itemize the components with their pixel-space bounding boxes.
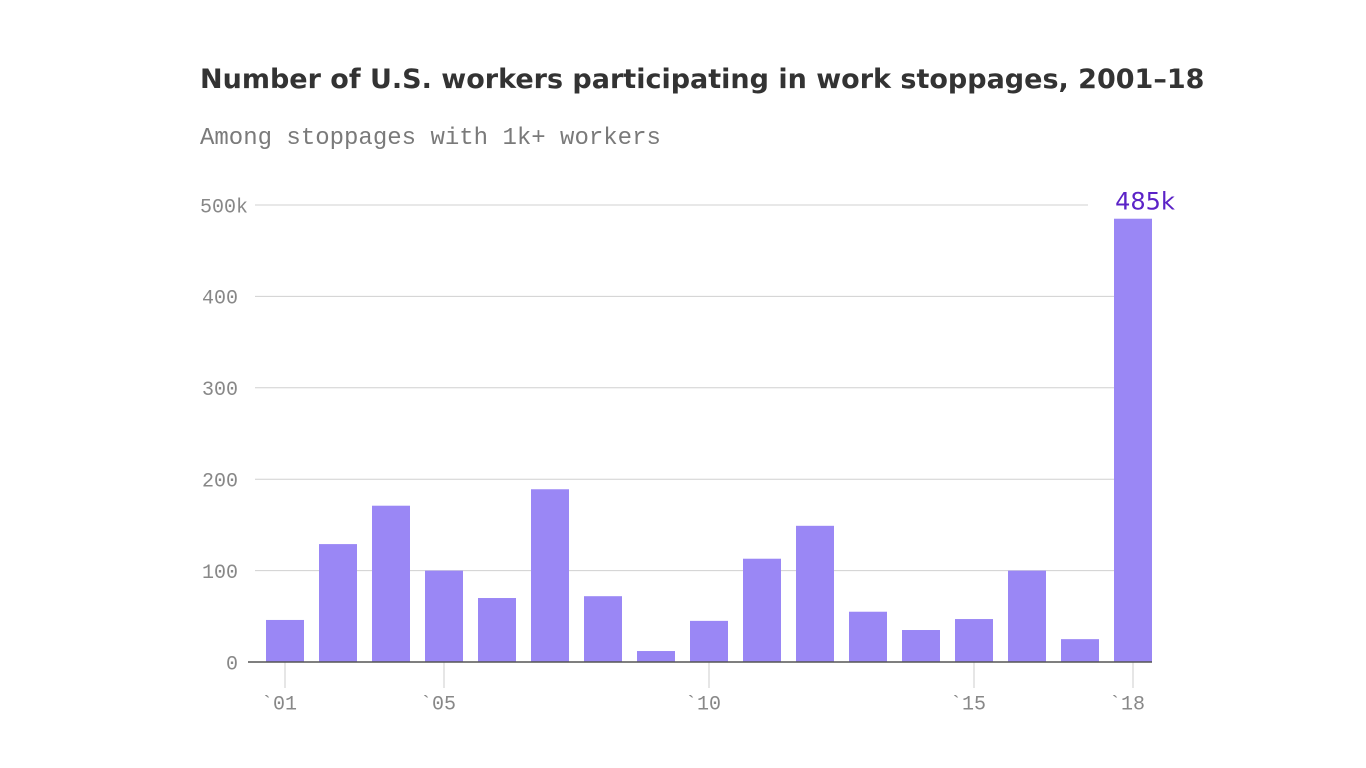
bar <box>1114 218 1152 662</box>
bar <box>637 651 675 662</box>
bar <box>902 630 940 662</box>
bar <box>584 596 622 662</box>
bar <box>955 619 993 662</box>
y-tick-label: 200 <box>202 470 238 493</box>
y-tick-label: 400 <box>202 288 238 311</box>
bar <box>796 525 834 662</box>
y-tick-label: 500k <box>200 196 248 219</box>
bar <box>849 611 887 662</box>
x-tick-label: `05 <box>420 693 456 716</box>
label-bg <box>1088 188 1166 215</box>
x-tick-label: `15 <box>950 693 986 716</box>
value-label: 485k <box>1115 188 1175 216</box>
bar <box>1008 570 1046 662</box>
bar <box>319 544 357 662</box>
y-tick-label: 0 <box>226 653 238 676</box>
bar <box>690 620 728 662</box>
chart-title: Number of U.S. workers participating in … <box>200 64 1204 95</box>
y-tick-label: 300 <box>202 379 238 402</box>
x-tick-label: `10 <box>685 693 721 716</box>
bar <box>1061 639 1099 662</box>
x-tick-label: `01 <box>261 693 297 716</box>
bar <box>425 570 463 662</box>
bar <box>266 619 304 662</box>
chart-subtitle: Among stoppages with 1k+ workers <box>200 125 661 152</box>
x-tick-label: `18 <box>1109 693 1145 716</box>
bar <box>743 558 781 662</box>
y-tick-label: 100 <box>202 562 238 585</box>
bar <box>478 598 516 662</box>
bar <box>372 505 410 662</box>
bar <box>531 489 569 662</box>
